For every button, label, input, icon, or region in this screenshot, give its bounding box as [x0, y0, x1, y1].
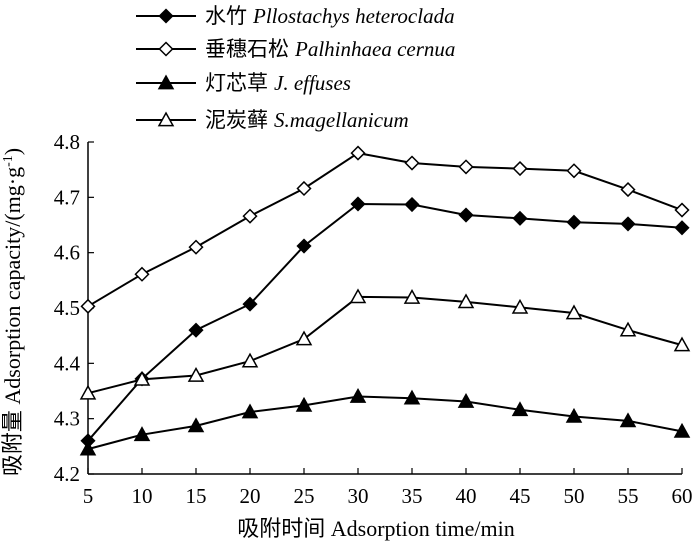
series-2-point [350, 145, 366, 161]
legend-name-sci: S.magellanicum [274, 108, 409, 132]
legend-marker-1 [158, 8, 174, 24]
y-axis-title-sup: -1 [1, 155, 16, 167]
y-tick-label: 4.5 [54, 296, 80, 320]
y-tick-label: 4.3 [54, 407, 80, 431]
series-1-point [458, 207, 474, 223]
legend-marker-3 [157, 74, 175, 90]
series-1-point [296, 238, 312, 254]
x-tick-label: 60 [672, 484, 693, 508]
series-4-point [241, 352, 259, 368]
series-line-3 [87, 395, 683, 451]
x-axis-title: 吸附时间 Adsorption time/min [237, 516, 514, 541]
legend-name-sci: Palhinhaea cernua [294, 37, 455, 61]
x-tick-label: 15 [186, 484, 207, 508]
series-4-point [133, 370, 151, 386]
series-3-point [349, 387, 367, 403]
series-1-point [620, 216, 636, 232]
series-1-point [512, 210, 528, 226]
legend-name-cn: 垂穗石松 [205, 37, 289, 61]
legend-name-sci: J. effuses [274, 71, 351, 95]
series-3-point [457, 392, 475, 408]
x-tick-label: 40 [456, 484, 477, 508]
series-1-point [188, 322, 204, 338]
series-3-point [511, 401, 529, 417]
y-tick-label: 4.6 [54, 241, 80, 265]
series-4-point [619, 321, 637, 337]
y-tick-label: 4.8 [54, 130, 80, 154]
series-2-point [404, 155, 420, 171]
series-2-point [242, 208, 258, 224]
y-axis-title-close: ) [0, 148, 25, 155]
x-tick-label: 55 [618, 484, 639, 508]
legend-label-2: 垂穗石松 Palhinhaea cernua [205, 37, 455, 61]
x-tick-label: 30 [348, 484, 369, 508]
legend-name-cn: 灯芯草 [205, 71, 268, 95]
series-2-point [512, 160, 528, 177]
series-1-point [404, 196, 420, 213]
series-2-point [620, 182, 636, 198]
legend-marker-2 [158, 41, 174, 57]
series-4-point [349, 288, 367, 304]
series-2-point [80, 298, 96, 314]
series-3-point [241, 403, 259, 419]
series-2-point [566, 163, 582, 179]
series-3-point [673, 422, 691, 438]
series-3-point [403, 389, 421, 405]
series-2-point [296, 180, 312, 197]
x-tick-label: 35 [402, 484, 423, 508]
series-4-point [403, 288, 421, 304]
series-3-point [79, 440, 97, 456]
series-3-point [565, 407, 583, 423]
series-3-point [619, 412, 637, 428]
series-1-point [566, 214, 582, 230]
x-tick-label: 5 [83, 484, 94, 508]
x-tick-label: 50 [564, 484, 585, 508]
series-4-point [565, 304, 583, 320]
legend-name-cn: 水竹 [205, 4, 247, 28]
series-4-point [673, 336, 691, 352]
legend-marker-4 [157, 111, 175, 127]
series-1-point [674, 220, 690, 236]
series-1-point [242, 296, 258, 312]
series-2-point [458, 159, 474, 175]
series-4-point [457, 293, 475, 309]
series-3-point [295, 396, 313, 412]
series-2-point [134, 266, 150, 282]
y-tick-label: 4.4 [54, 351, 81, 375]
series-4-point [79, 384, 97, 400]
y-axis-title: 吸附量 Adsorption capacity/(mg·g-1) [0, 148, 25, 476]
x-tick-label: 45 [510, 484, 531, 508]
series-line-1 [87, 202, 683, 442]
y-tick-label: 4.2 [54, 462, 80, 486]
x-tick-label: 10 [132, 484, 153, 508]
series-1-point [350, 196, 366, 212]
legend-label-1: 水竹 Pllostachys heteroclada [205, 4, 455, 28]
series-line-2 [87, 152, 683, 308]
series-4-point [187, 366, 205, 382]
series-line-4 [87, 295, 683, 395]
x-tick-label: 25 [294, 484, 315, 508]
series-4-point [511, 298, 529, 314]
series-3-point [133, 426, 151, 442]
x-tick-label: 20 [240, 484, 261, 508]
y-tick-label: 4.7 [54, 185, 80, 209]
series-4-point [295, 330, 313, 346]
series-2-point [674, 202, 690, 218]
legend-label-4: 泥炭藓 S.magellanicum [205, 108, 409, 132]
series-2-point [188, 239, 204, 255]
series-3-point [187, 417, 205, 433]
legend-label-3: 灯芯草 J. effuses [205, 71, 351, 95]
legend-name-cn: 泥炭藓 [205, 108, 268, 132]
legend-name-sci: Pllostachys heteroclada [252, 4, 455, 28]
